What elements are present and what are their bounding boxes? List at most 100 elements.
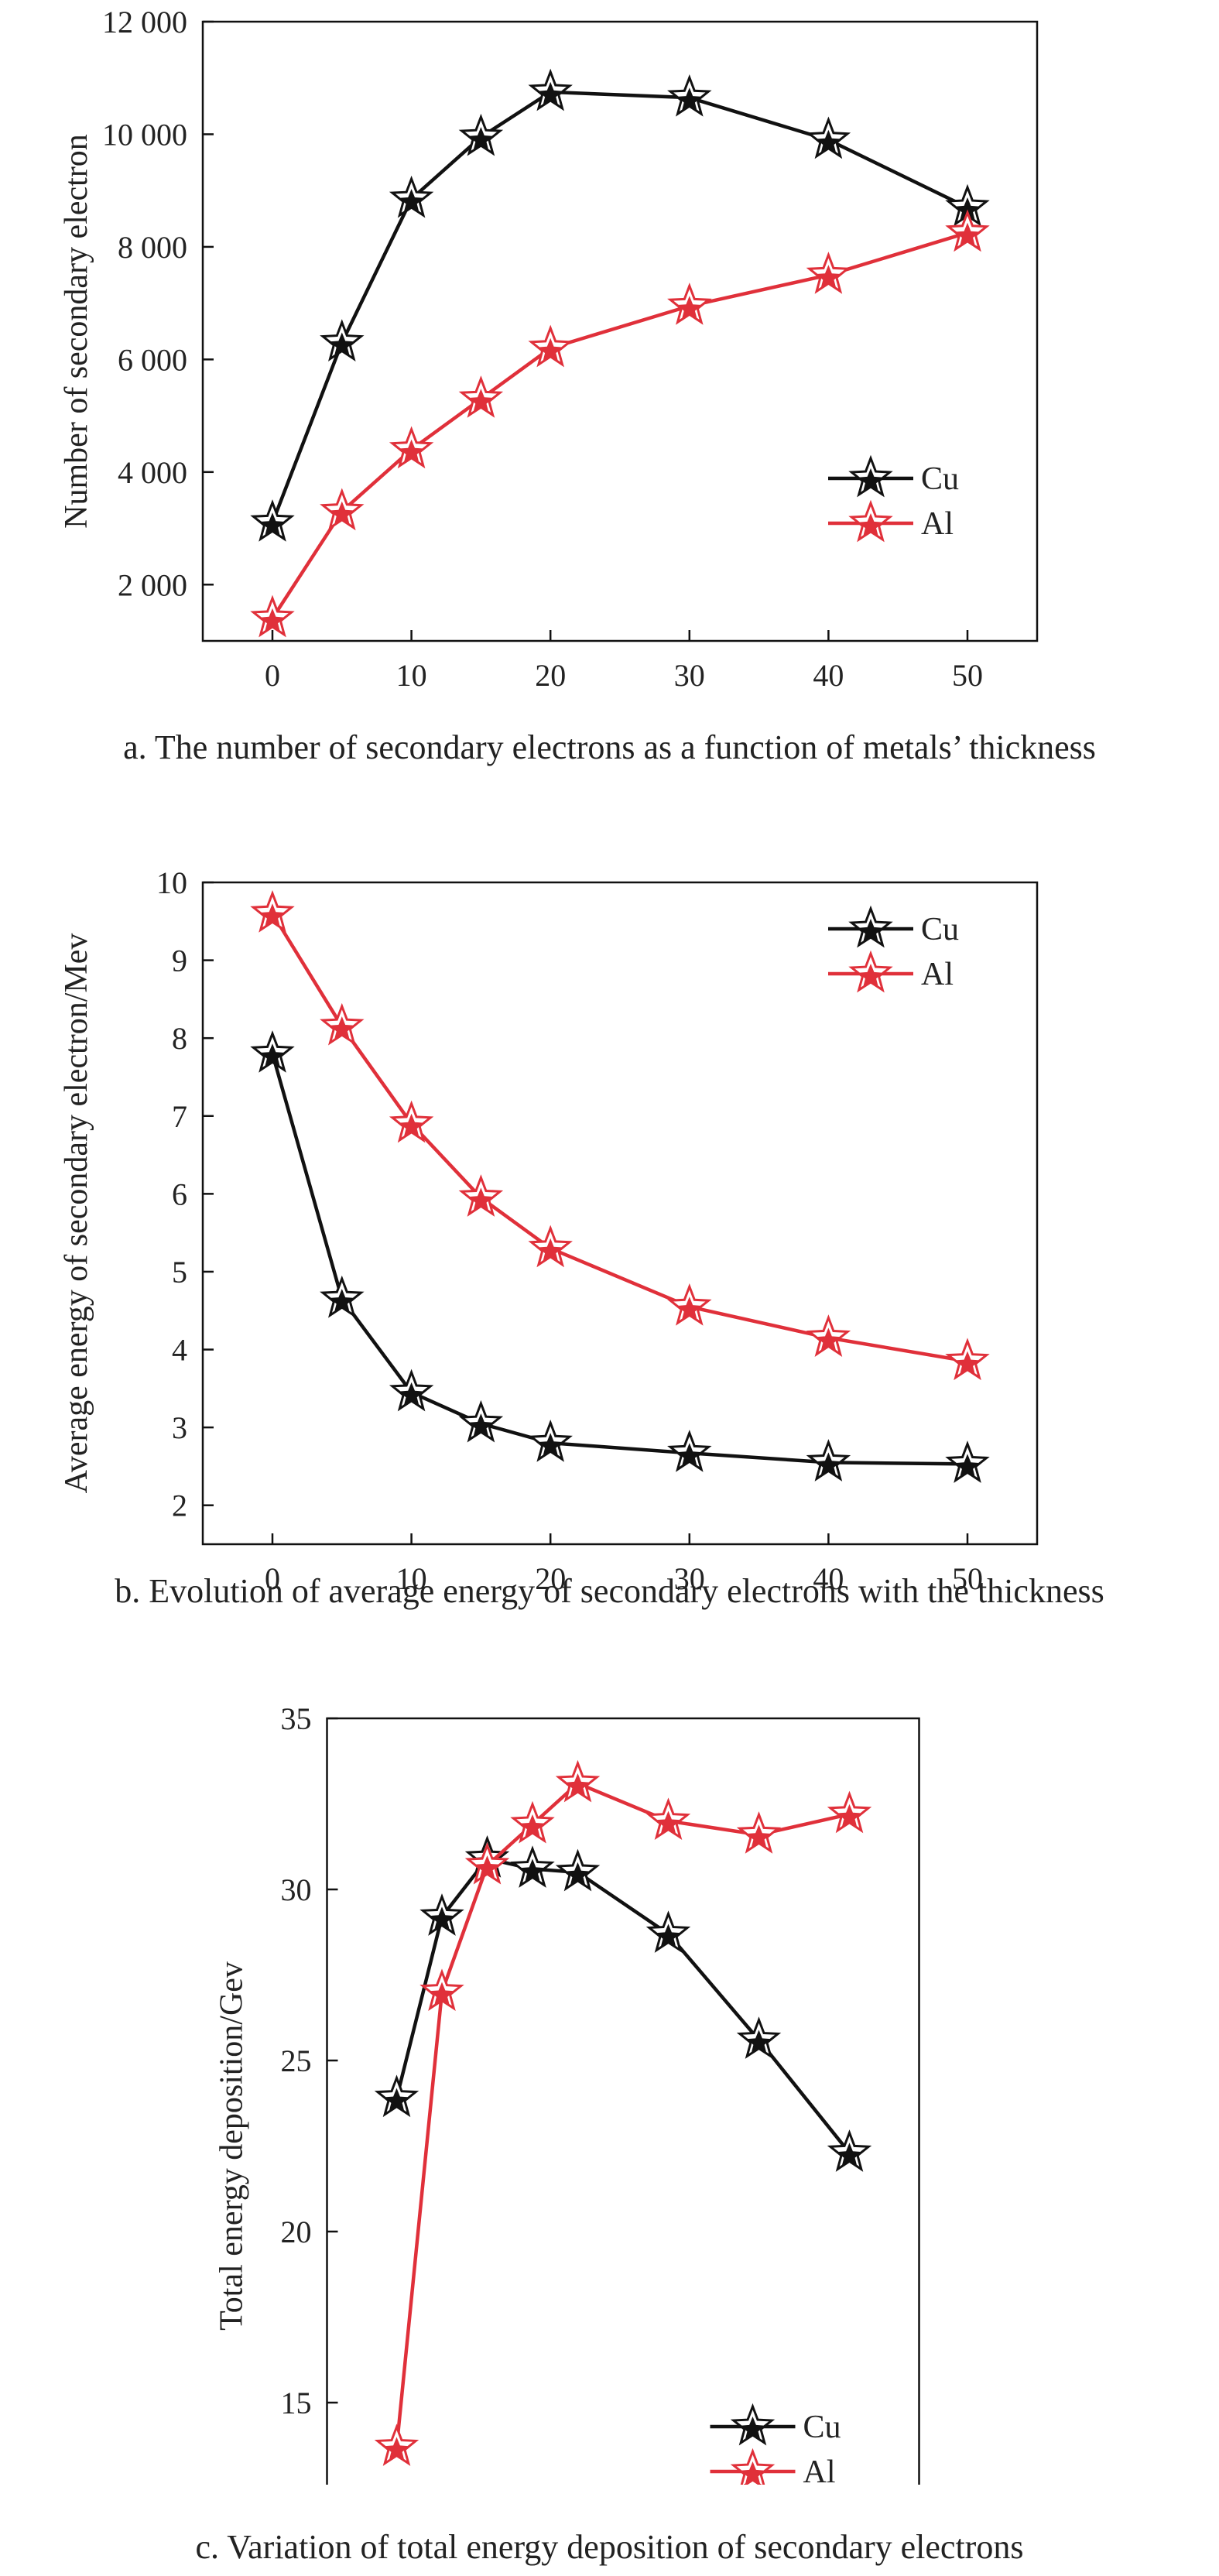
data-point-cu xyxy=(250,1030,295,1073)
legend-marker-al-fill xyxy=(858,513,884,537)
data-point-al xyxy=(510,1800,555,1844)
y-tick-label: 25 xyxy=(281,2043,312,2078)
y-tick-label: 15 xyxy=(281,2386,312,2420)
y-tick-label: 10 xyxy=(156,865,187,900)
y-tick-label: 8 xyxy=(172,1021,187,1056)
series-line-al xyxy=(271,231,968,620)
chart-a-svg: 2 000 4 000 6 000 8 000 10 000 12 000 0 10 20 30 4… xyxy=(59,5,1039,693)
y-tick-label: 4 000 xyxy=(118,455,187,490)
data-point-al-fill xyxy=(676,296,702,320)
data-point-cu xyxy=(458,113,504,156)
series-line-cu xyxy=(395,1856,851,2154)
data-point-cu xyxy=(510,1845,555,1888)
data-point-al xyxy=(320,1002,365,1046)
chart-panel-a: 2 000 4 000 6 000 8 000 10 000 12 000 0 10 20 30 4… xyxy=(0,0,1219,828)
data-point-al-fill xyxy=(816,1327,841,1352)
data-point-cu xyxy=(945,1440,990,1483)
data-point-al-fill xyxy=(468,1187,494,1212)
y-tick-label: 3 xyxy=(172,1410,187,1445)
x-tick-label: 10 xyxy=(396,1561,427,1596)
y-tick-label: 30 xyxy=(281,1872,312,1907)
data-point-al-fill xyxy=(816,265,841,289)
x-tick-label: 50 xyxy=(952,1561,983,1596)
data-point-cu-fill xyxy=(538,1433,563,1457)
data-point-al-fill xyxy=(565,1773,591,1797)
data-point-cu-fill xyxy=(329,332,354,357)
data-point-al xyxy=(667,1283,712,1326)
data-point-al xyxy=(389,426,434,469)
x-tick-label: 0 xyxy=(265,658,280,693)
legend-marker-al xyxy=(848,950,893,993)
y-tick-label: 7 xyxy=(172,1099,187,1134)
data-point-cu xyxy=(320,1275,365,1318)
data-point-cu xyxy=(419,1893,464,1936)
data-point-al-fill xyxy=(656,1810,681,1835)
chart-b-caption: b. Evolution of average energy of second… xyxy=(115,1572,1104,1610)
legend-marker-al-fill xyxy=(740,2461,765,2485)
data-point-cu xyxy=(555,1848,601,1892)
data-point-al-fill xyxy=(259,608,286,632)
data-point-cu-fill xyxy=(538,81,563,106)
series-line-cu xyxy=(270,90,968,524)
data-point-al-fill xyxy=(399,1113,424,1138)
data-point-cu xyxy=(806,1439,851,1482)
y-axis-label: Total energy deposition/Gev xyxy=(214,1961,250,2331)
x-tick-label: 20 xyxy=(535,1561,566,1596)
chart-panel-c: 10152025303501020304050Total energy depo… xyxy=(0,1656,1219,2566)
data-point-cu-fill xyxy=(259,1043,286,1067)
x-tick-label: 0 xyxy=(265,1561,280,1596)
data-point-cu-fill xyxy=(954,197,981,221)
data-point-al-fill xyxy=(954,1351,981,1375)
legend-marker-cu xyxy=(848,905,893,948)
data-point-al xyxy=(528,324,573,368)
data-point-cu xyxy=(528,1419,573,1462)
data-point-al-fill xyxy=(474,1855,500,1879)
data-point-al-fill xyxy=(259,903,286,927)
legend-marker-cu xyxy=(730,2403,776,2446)
y-tick-label: 9 xyxy=(172,944,187,978)
y-axis-label: Number of secondary electron xyxy=(59,134,94,529)
data-point-al xyxy=(419,1968,464,2012)
data-point-al-fill xyxy=(676,1297,702,1321)
x-tick-label: 10 xyxy=(396,658,427,693)
y-tick-label: 35 xyxy=(281,1701,312,1736)
data-point-cu xyxy=(320,319,365,362)
series-line-al xyxy=(395,1781,850,2448)
data-point-cu-fill xyxy=(746,2030,772,2054)
x-tick-label: 50 xyxy=(952,658,983,693)
data-point-al xyxy=(458,375,504,418)
data-point-cu-fill xyxy=(816,129,841,154)
data-point-al-fill xyxy=(538,337,563,362)
data-point-cu-fill xyxy=(329,1289,354,1313)
plot-frame xyxy=(201,881,1039,1546)
data-point-cu-fill xyxy=(384,2088,409,2112)
data-point-al xyxy=(827,1790,872,1834)
data-point-cu xyxy=(667,74,712,117)
y-tick-label: 8 000 xyxy=(118,230,187,265)
data-point-al xyxy=(645,1797,691,1841)
data-point-al-fill xyxy=(837,1804,862,1828)
data-point-cu xyxy=(645,1910,691,1953)
plot-frame xyxy=(326,1717,920,2485)
legend-marker-cu-fill xyxy=(740,2417,765,2441)
y-tick-label: 5 xyxy=(172,1255,187,1290)
data-point-cu-fill xyxy=(656,1923,681,1948)
data-point-cu xyxy=(528,68,573,111)
data-point-al xyxy=(320,488,365,531)
x-tick-label: 30 xyxy=(674,658,705,693)
chart-panel-b: 2 3 4 5 6 7 8 9 10 0 10 20 30 40 50 Average energy of s… xyxy=(0,820,1219,1649)
chart-b-svg: 2 3 4 5 6 7 8 9 10 0 10 20 30 40 50 Average energy of s… xyxy=(59,865,1039,1596)
data-point-cu xyxy=(806,116,851,159)
legend-marker-cu-fill xyxy=(858,919,884,943)
data-point-al xyxy=(250,594,295,638)
y-tick-label: 20 xyxy=(281,2215,312,2249)
data-point-cu-fill xyxy=(468,1413,494,1437)
chart-c-svg: 10152025303501020304050Total energy depo… xyxy=(214,1701,920,2485)
data-point-al xyxy=(250,889,295,933)
legend-label-al: Al xyxy=(803,2454,836,2485)
data-point-cu xyxy=(736,2016,782,2059)
data-point-cu-fill xyxy=(837,2143,862,2167)
data-point-al xyxy=(464,1841,510,1885)
data-point-al xyxy=(806,252,851,294)
y-tick-label: 10 000 xyxy=(102,117,187,152)
